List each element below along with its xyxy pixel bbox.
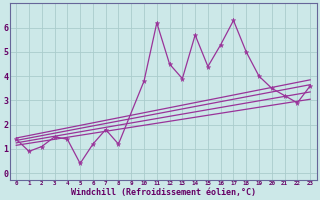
X-axis label: Windchill (Refroidissement éolien,°C): Windchill (Refroidissement éolien,°C) [71,188,256,197]
